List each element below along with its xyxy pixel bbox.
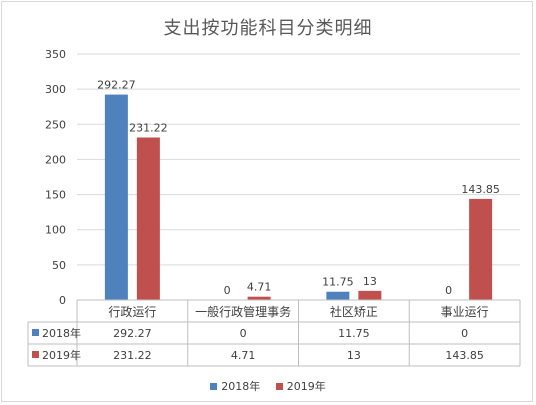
legend-item-2019: 2019年 <box>275 378 326 394</box>
table-cell: 143.85 <box>445 349 484 362</box>
y-tick-label: 50 <box>52 259 66 272</box>
legend-label-2018: 2018年 <box>221 380 261 393</box>
chart-title: 支出按功能科目分类明细 <box>163 18 373 39</box>
data-label: 4.71 <box>247 281 272 294</box>
bar <box>247 296 271 300</box>
table-cell: 4.71 <box>231 349 256 362</box>
bar <box>358 290 382 300</box>
table-cell: 292.27 <box>113 327 152 340</box>
bar <box>469 198 493 300</box>
table-cell: 0 <box>240 327 247 340</box>
data-label: 13 <box>363 275 377 288</box>
y-tick-label: 200 <box>45 153 66 166</box>
y-tick-label: 350 <box>45 48 66 61</box>
data-label: 0 <box>445 284 452 297</box>
legend-label-2019: 2019年 <box>286 380 326 393</box>
data-label: 0 <box>224 284 231 297</box>
table-series-label: 2019年 <box>42 348 81 362</box>
table-legend-swatch <box>32 329 39 336</box>
table-cell: 0 <box>461 327 468 340</box>
x-tick-label: 事业运行 <box>441 305 489 319</box>
y-tick-label: 0 <box>59 294 66 307</box>
bar <box>136 137 160 300</box>
table-series-label: 2018年 <box>42 326 81 340</box>
data-label: 292.27 <box>97 79 136 92</box>
legend-item-2018: 2018年 <box>210 378 260 394</box>
table-cell: 13 <box>347 349 361 362</box>
x-tick-label: 一般行政管理事务 <box>195 304 291 319</box>
data-label: 143.85 <box>461 183 500 196</box>
legend-swatch-2018 <box>210 382 218 390</box>
y-tick-label: 250 <box>45 118 66 131</box>
table-cell: 231.22 <box>113 349 152 362</box>
chart-legend: 2018年 2019年 <box>0 378 536 394</box>
x-tick-label: 社区矫正 <box>330 304 378 319</box>
table-cell: 11.75 <box>338 327 370 340</box>
bar <box>104 94 128 300</box>
bar <box>326 291 350 300</box>
legend-swatch-2019 <box>275 382 283 390</box>
y-tick-label: 300 <box>45 83 66 96</box>
data-label: 231.22 <box>129 121 168 134</box>
x-tick-label: 行政运行 <box>108 305 156 319</box>
table-legend-swatch <box>32 351 39 358</box>
data-label: 11.75 <box>322 276 354 289</box>
y-tick-label: 150 <box>45 189 66 202</box>
y-tick-label: 100 <box>45 224 66 237</box>
